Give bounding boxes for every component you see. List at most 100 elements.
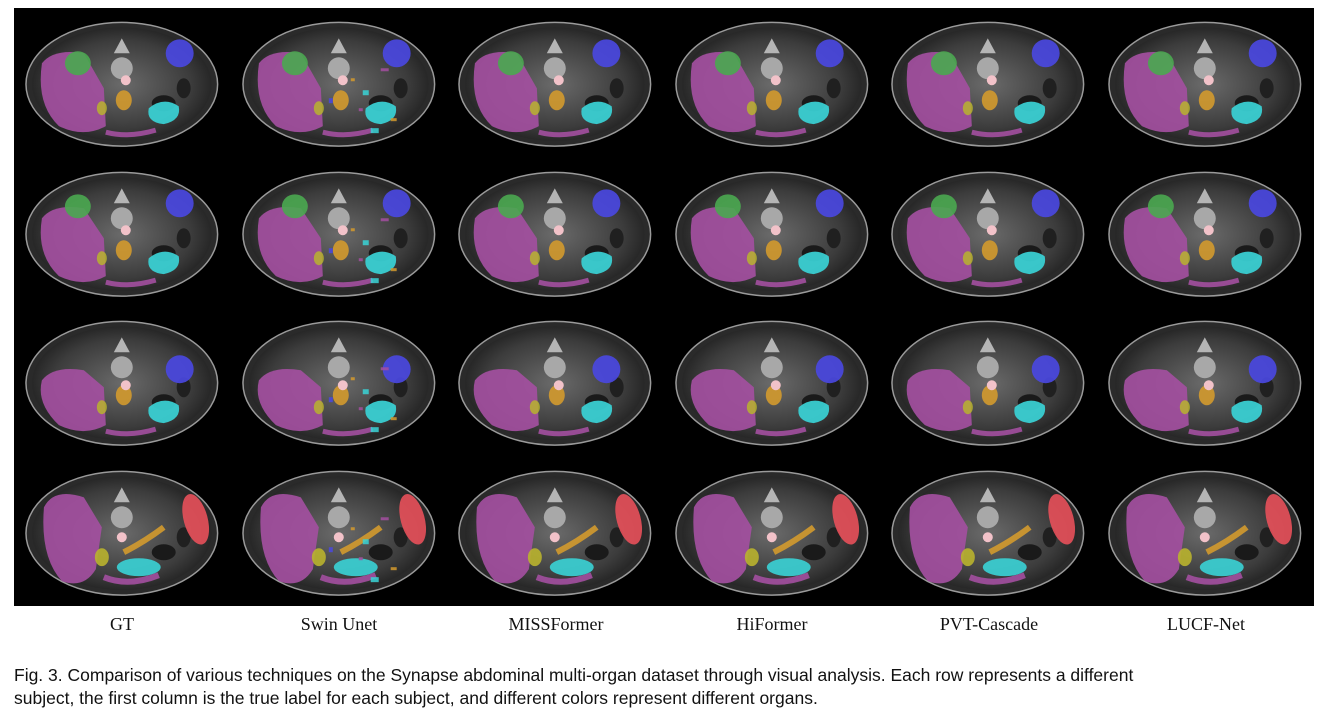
- bowel-gas: [801, 543, 826, 560]
- kidney-mask: [592, 188, 621, 217]
- column-label-swin-unet: Swin Unet: [300, 614, 378, 634]
- stomach-mask: [581, 251, 613, 274]
- noise-mask: [350, 526, 355, 530]
- liver-tip-mask: [321, 426, 374, 437]
- noise-mask: [328, 546, 333, 552]
- noise-mask: [362, 239, 369, 245]
- spinous-process: [330, 337, 347, 353]
- stomach-mask: [333, 557, 378, 576]
- vertebra: [544, 206, 566, 229]
- liver-tip-mask: [105, 127, 157, 138]
- liver-mask: [690, 369, 756, 432]
- pancreas-mask: [772, 524, 816, 555]
- gallbladder-mask: [530, 400, 541, 415]
- pancreas-mask: [122, 524, 166, 555]
- stomach-mask: [581, 101, 613, 125]
- aorta-mask: [120, 75, 131, 86]
- liver-mask: [40, 206, 106, 282]
- stomach-mask: [1231, 251, 1263, 274]
- gallbladder-mask: [313, 101, 324, 116]
- ct-panel-row4-swin-unet: [230, 456, 447, 605]
- noise-mask: [350, 227, 355, 231]
- bowel-gas: [1043, 227, 1058, 248]
- liver-mask: [1123, 369, 1189, 432]
- bowel-gas: [176, 78, 191, 99]
- noise-mask: [328, 98, 333, 104]
- stomach-mask: [798, 101, 829, 125]
- bowel-gas: [826, 526, 841, 547]
- liver-tip-mask: [102, 571, 160, 585]
- vertebra: [327, 206, 350, 229]
- green-organ-mask: [1147, 193, 1174, 218]
- noise-mask: [328, 247, 333, 253]
- gallbladder-mask: [1179, 400, 1190, 415]
- noise-mask: [358, 407, 363, 411]
- kidney-mask: [815, 188, 844, 217]
- noise-mask: [370, 128, 379, 134]
- spinous-process: [763, 337, 780, 353]
- ct-panel-row3-hiformer: [663, 307, 880, 456]
- aorta-mask: [1203, 380, 1214, 391]
- ct-panel-row2-hiformer: [663, 157, 880, 306]
- liver-tip-mask: [1188, 127, 1240, 138]
- noise-mask: [328, 397, 333, 403]
- liver-mask: [907, 206, 973, 282]
- liver-tip-mask: [538, 426, 590, 437]
- gallbladder-mask: [96, 400, 107, 415]
- kidney-mask: [165, 188, 194, 217]
- kidney-mask: [1032, 188, 1061, 217]
- pancreas-mask: [1198, 90, 1215, 111]
- aorta-mask: [333, 531, 344, 542]
- stomach-mask: [766, 557, 811, 576]
- liver-tip-mask: [754, 127, 807, 138]
- noise-mask: [358, 257, 363, 261]
- stomach-mask: [116, 557, 161, 576]
- bowel-gas: [176, 227, 191, 248]
- noise-mask: [370, 427, 379, 433]
- gallbladder-mask: [961, 547, 976, 566]
- column-labels: GT Swin Unet MISSFormer HiFormer PVT-Cas…: [14, 614, 1314, 640]
- pancreas-mask: [982, 239, 999, 260]
- pancreas-mask: [765, 385, 782, 406]
- vertebra: [1193, 206, 1216, 229]
- bowel-gas: [1043, 78, 1058, 99]
- ct-panel-row3-pvt-cascade: [880, 307, 1096, 456]
- spinous-process: [113, 187, 130, 203]
- green-organ-mask: [714, 51, 741, 76]
- liver-mask: [690, 52, 756, 133]
- spinous-process: [546, 187, 563, 203]
- bowel-gas: [584, 543, 609, 560]
- pancreas-mask: [548, 239, 565, 260]
- column-label-hiformer: HiFormer: [736, 614, 808, 634]
- stomach-mask: [798, 400, 829, 424]
- gallbladder-mask: [311, 547, 326, 566]
- spinous-process: [980, 337, 997, 353]
- kidney-mask: [1248, 355, 1277, 384]
- bowel-gas: [1043, 526, 1058, 547]
- noise-mask: [390, 267, 397, 271]
- segmentation-comparison-figure: [14, 8, 1314, 606]
- kidney-mask: [1248, 39, 1277, 68]
- stomach-mask: [148, 101, 180, 125]
- spinous-process: [763, 187, 780, 203]
- pancreas-mask: [555, 524, 599, 555]
- pancreas-mask: [1205, 524, 1249, 555]
- spinous-process: [980, 38, 997, 54]
- stomach-mask: [581, 400, 613, 424]
- pancreas-mask: [339, 524, 383, 555]
- liver-tip-mask: [754, 426, 807, 437]
- liver-mask: [1126, 493, 1185, 583]
- pancreas-mask: [332, 385, 349, 406]
- pancreas-mask: [332, 239, 349, 260]
- gallbladder-mask: [1179, 101, 1190, 116]
- liver-tip-mask: [105, 277, 157, 287]
- aorta-mask: [337, 380, 348, 391]
- spleen-mask: [1265, 493, 1293, 545]
- noise-mask: [380, 68, 389, 72]
- liver-tip-mask: [1185, 571, 1243, 585]
- ct-panel-row4-hiformer: [663, 456, 880, 605]
- vertebra: [544, 57, 566, 80]
- vertebra: [977, 206, 1000, 229]
- noise-mask: [362, 538, 369, 544]
- gallbladder-mask: [96, 250, 107, 265]
